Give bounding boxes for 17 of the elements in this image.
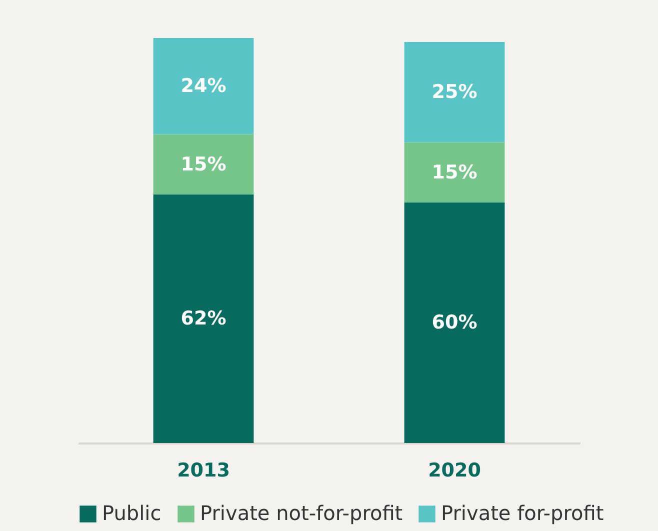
data-label: 24% [180,75,226,98]
legend-label: Private not-for-profit [200,501,403,525]
bar [153,38,254,134]
data-label: 25% [432,81,478,104]
bar [153,134,254,194]
bar [404,142,505,202]
x-tick-label: 2020 [428,460,481,482]
bar [153,194,254,443]
data-label: 62% [180,308,226,330]
legend-label: Public [102,501,162,525]
x-tick-label: 2013 [177,460,230,482]
data-label: 15% [432,161,478,184]
bar [404,202,505,443]
data-label: 15% [180,153,226,176]
data-label: 60% [432,312,478,334]
legend-label: Private for-profit [441,501,604,525]
bar [404,42,505,142]
